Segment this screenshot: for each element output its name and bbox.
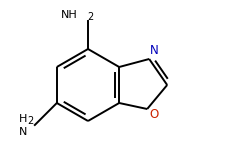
Text: 2: 2 [27, 116, 33, 126]
Text: H: H [19, 114, 27, 124]
Text: N: N [19, 127, 27, 137]
Text: NH: NH [61, 10, 78, 20]
Text: 2: 2 [87, 12, 93, 22]
Text: O: O [149, 108, 158, 121]
Text: N: N [150, 44, 159, 57]
